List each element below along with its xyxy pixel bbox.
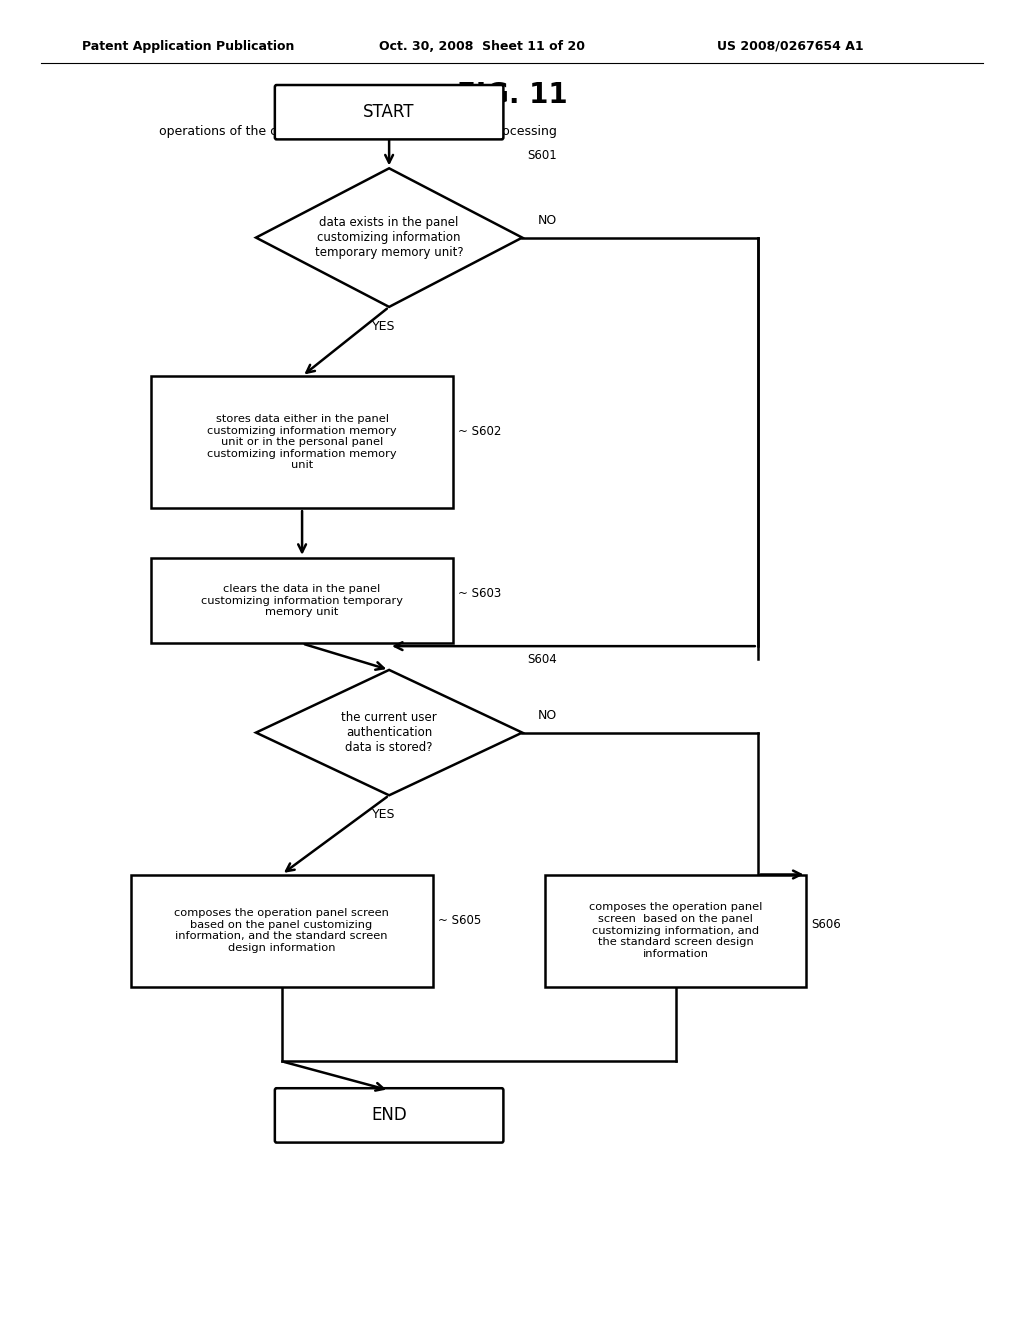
Text: START: START	[364, 103, 415, 121]
Text: clears the data in the panel
customizing information temporary
memory unit: clears the data in the panel customizing…	[201, 583, 403, 618]
Text: NO: NO	[538, 214, 557, 227]
Text: composes the operation panel
screen  based on the panel
customizing information,: composes the operation panel screen base…	[589, 903, 763, 958]
Text: Oct. 30, 2008  Sheet 11 of 20: Oct. 30, 2008 Sheet 11 of 20	[379, 40, 585, 53]
Bar	[152, 376, 453, 508]
Text: S601: S601	[527, 149, 557, 162]
Text: S604: S604	[527, 653, 557, 667]
Text: YES: YES	[373, 808, 395, 821]
Polygon shape	[256, 169, 522, 308]
Text: the current user
authentication
data is stored?: the current user authentication data is …	[341, 711, 437, 754]
Text: ~ S603: ~ S603	[459, 587, 502, 601]
Text: Patent Application Publication: Patent Application Publication	[82, 40, 294, 53]
Text: S606: S606	[812, 917, 842, 931]
Text: ~ S605: ~ S605	[438, 913, 481, 927]
Text: operations of the operation panel operation starting processing: operations of the operation panel operat…	[159, 125, 557, 139]
Text: ~ S602: ~ S602	[459, 425, 502, 438]
Text: data exists in the panel
customizing information
temporary memory unit?: data exists in the panel customizing inf…	[314, 216, 464, 259]
Text: FIG. 11: FIG. 11	[457, 81, 567, 110]
Bar	[152, 557, 453, 643]
Polygon shape	[256, 671, 522, 795]
Text: END: END	[372, 1106, 407, 1125]
FancyBboxPatch shape	[274, 84, 504, 140]
Bar	[545, 874, 807, 987]
Text: composes the operation panel screen
based on the panel customizing
information, : composes the operation panel screen base…	[174, 908, 389, 953]
FancyBboxPatch shape	[274, 1088, 504, 1143]
Text: YES: YES	[373, 321, 395, 333]
Text: stores data either in the panel
customizing information memory
unit or in the pe: stores data either in the panel customiz…	[207, 414, 397, 470]
Text: US 2008/0267654 A1: US 2008/0267654 A1	[717, 40, 863, 53]
Bar	[131, 874, 432, 987]
Text: NO: NO	[538, 709, 557, 722]
